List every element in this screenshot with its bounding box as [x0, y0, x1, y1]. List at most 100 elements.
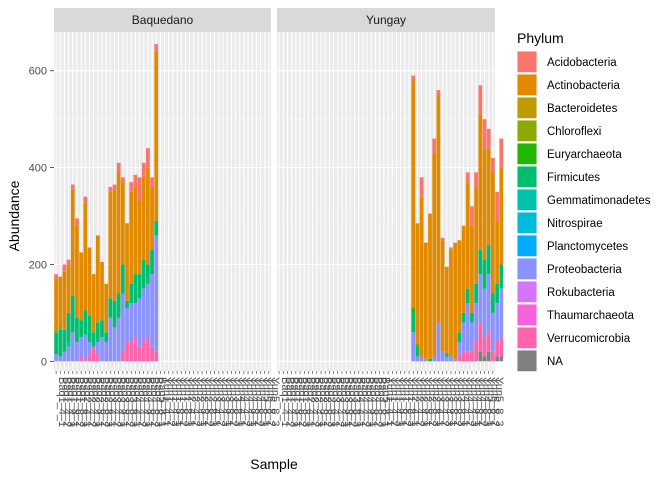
bar-stack: [104, 283, 109, 362]
bar-segment-actinobacteria: [461, 225, 466, 313]
bar-segment-firmicutes: [91, 332, 96, 347]
x-tick-label: Baq2_4_3: [313, 377, 325, 427]
bar-segment-proteobacteria: [108, 317, 113, 362]
legend-key-swatch: [517, 258, 537, 280]
bar-stack: [75, 218, 79, 362]
x-tick-label: Yun3_8_2: [451, 377, 463, 427]
legend-item: Gemmatimonadetes: [517, 189, 651, 211]
bar-segment-actinobacteria: [83, 203, 88, 311]
x-axis-title: Sample: [250, 456, 298, 472]
x-tick-label: Yun1_4_2: [165, 377, 177, 427]
bar-segment-proteobacteria: [436, 322, 441, 362]
x-tick-label: Yun2_4_1: [409, 377, 421, 427]
bar-segment-acidobacteria: [491, 157, 495, 173]
x-tick-label: Baq3_4_3: [115, 377, 127, 427]
bar-segment-proteobacteria: [83, 334, 88, 362]
bar-segment-acidobacteria: [112, 184, 117, 190]
legend-label: Thaumarchaeota: [547, 310, 635, 322]
x-tick-label: Baq2_8_1: [94, 377, 106, 427]
x-tick-label: Yun1_4_1: [160, 377, 172, 427]
x-tick-label: Yun1_4_3: [392, 377, 404, 427]
x-tick-label: Yun1_8_3: [405, 377, 417, 427]
x-tick-label: Yun1_4_1: [384, 377, 396, 427]
bar-segment-verrucomicrobia: [491, 351, 495, 362]
bar-segment-actinobacteria: [432, 153, 437, 357]
bar-segment-firmicutes: [137, 274, 142, 299]
bar-segment-proteobacteria: [482, 288, 487, 338]
bar-stack: [141, 162, 146, 362]
bar-segment-actinobacteria: [70, 189, 75, 296]
x-tick-label: Baq2_4_2: [85, 377, 97, 427]
bar-segment-verrucomicrobia: [137, 346, 142, 362]
bar-segment-acidobacteria: [486, 128, 491, 149]
bar-segment-actinobacteria: [457, 240, 462, 333]
bar-segment-firmicutes: [465, 288, 470, 304]
bar-segment-firmicutes: [54, 332, 58, 355]
bar-segment-actinobacteria: [415, 223, 420, 345]
bar-segment-proteobacteria: [461, 322, 466, 352]
bar-segment-acidobacteria: [495, 191, 499, 221]
bar-stack: [432, 138, 437, 362]
bar-segment-firmicutes: [79, 320, 84, 338]
x-tick-label: Baq4_4_2: [359, 377, 371, 427]
x-tick-label: Yun5_8_3: [493, 377, 505, 427]
bar-segment-proteobacteria: [141, 288, 146, 342]
bar-segment-proteobacteria: [432, 356, 437, 362]
y-tick-label: 600: [29, 66, 47, 78]
bar-segment-acidobacteria: [436, 90, 441, 95]
bar-segment-actinobacteria: [91, 274, 96, 333]
bar-stack: [453, 242, 458, 362]
legend-label: Acidobacteria: [547, 57, 617, 69]
bar-stack: [150, 177, 154, 362]
bar-segment-acidobacteria: [440, 237, 445, 241]
bar-segment-acidobacteria: [465, 172, 470, 183]
bar-segment-actinobacteria: [125, 223, 129, 301]
bar-stack: [146, 148, 150, 362]
bar-segment-acidobacteria: [146, 148, 150, 168]
bar-segment-proteobacteria: [491, 312, 495, 352]
bar-segment-na: [482, 356, 487, 362]
bar-segment-verrucomicrobia: [129, 341, 134, 362]
legend-key-swatch: [517, 120, 537, 142]
x-tick-label: Yun4_8_2: [476, 377, 488, 427]
bar-segment-proteobacteria: [75, 341, 79, 362]
x-tick-label: Baq1_4_1: [56, 377, 68, 427]
bar-segment-firmicutes: [104, 332, 109, 342]
bar-segment-firmicutes: [129, 283, 134, 304]
bar-segment-firmicutes: [125, 300, 129, 309]
y-axis-title: Abundance: [6, 180, 22, 251]
legend-item: Verrucomicrobia: [517, 327, 631, 349]
legend-key-swatch: [517, 235, 537, 257]
x-tick-label: Yun3_4_1: [210, 377, 222, 427]
x-tick-label: Baq5_8_1: [156, 377, 168, 427]
bar-segment-actinobacteria: [108, 191, 113, 299]
x-tick-label: Baq3_8_1: [342, 377, 354, 427]
legend-key-swatch: [517, 350, 537, 372]
x-tick-label: Baq3_4_3: [338, 377, 350, 427]
bar-segment-proteobacteria: [54, 354, 58, 362]
bar-segment-verrucomicrobia: [474, 341, 479, 362]
bar-segment-verrucomicrobia: [79, 356, 84, 362]
legend-item: Euryarchaeota: [517, 143, 622, 165]
bar-stack: [108, 186, 113, 362]
bar-stack: [474, 172, 479, 362]
bar-segment-proteobacteria: [495, 303, 499, 342]
bar-stack: [66, 259, 71, 362]
x-tick-label: Yun1_8_3: [181, 377, 193, 427]
x-tick-label: Yun5_8_2: [265, 377, 277, 427]
x-tick-label: Yun2_8_2: [202, 377, 214, 427]
bar-segment-verrucomicrobia: [482, 337, 487, 357]
bar-segment-acidobacteria: [478, 85, 483, 115]
bar-stack: [58, 276, 63, 362]
x-tick-label: Yun1_4_2: [388, 377, 400, 427]
legend-item: Proteobacteria: [517, 258, 622, 280]
legend-label: Verrucomicrobia: [547, 333, 631, 345]
x-tick-label: Baq1_8_1: [69, 377, 81, 427]
bar-segment-proteobacteria: [95, 341, 100, 355]
bar-segment-proteobacteria: [470, 322, 474, 352]
x-tick-label: Yun3_8_3: [231, 377, 243, 427]
legend-item: Planctomycetes: [517, 235, 628, 257]
bar-segment-acidobacteria: [129, 182, 134, 192]
x-tick-label: Baq1_4_3: [287, 377, 299, 427]
bar-segment-proteobacteria: [453, 358, 458, 362]
